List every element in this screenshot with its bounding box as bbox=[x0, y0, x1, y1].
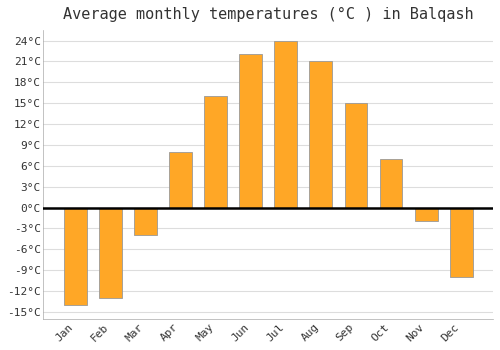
Bar bbox=[380, 159, 402, 208]
Bar bbox=[310, 61, 332, 208]
Bar bbox=[99, 208, 122, 298]
Bar bbox=[169, 152, 192, 208]
Bar bbox=[344, 103, 368, 208]
Bar bbox=[240, 55, 262, 208]
Bar bbox=[64, 208, 86, 305]
Bar bbox=[204, 96, 227, 208]
Bar bbox=[450, 208, 472, 277]
Bar bbox=[274, 41, 297, 208]
Bar bbox=[134, 208, 157, 235]
Title: Average monthly temperatures (°C ) in Balqash: Average monthly temperatures (°C ) in Ba… bbox=[63, 7, 474, 22]
Bar bbox=[414, 208, 438, 222]
